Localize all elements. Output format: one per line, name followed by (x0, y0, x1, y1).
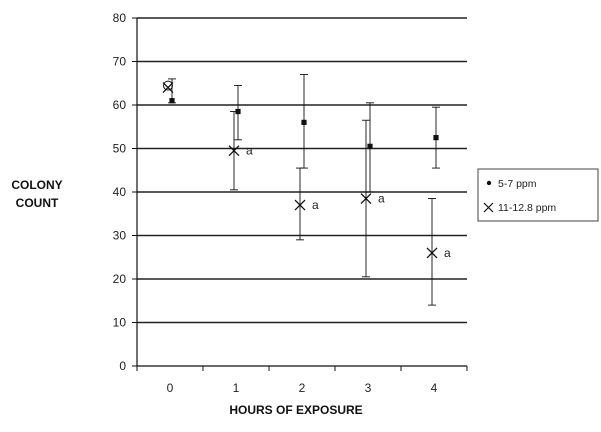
y-tick-label-80: 80 (113, 11, 127, 25)
point-s2-2 (294, 199, 306, 211)
x-tick-label-3: 3 (365, 381, 372, 395)
legend-x-icon (483, 202, 494, 213)
point-s1-0 (169, 98, 175, 104)
y-axis-title-line2: COUNT (16, 196, 59, 210)
gridlines (137, 17, 467, 324)
legend-box (477, 168, 599, 222)
axes: 0 10 20 30 40 50 60 70 80 0 1 2 3 4 (113, 11, 468, 395)
y-tick-label-10: 10 (113, 316, 127, 330)
point-s1-3 (367, 143, 373, 149)
y-tick-label-0: 0 (119, 359, 126, 373)
legend-item-2: 11-12.8 ppm (483, 202, 556, 214)
point-s1-2 (301, 119, 307, 125)
annotations: a a a a (246, 144, 451, 260)
annotation-s2-4: a (444, 246, 451, 260)
legend-label-1: 5-7 ppm (498, 178, 537, 190)
error-bars (168, 74, 440, 306)
point-s2-0-ring (163, 80, 173, 91)
annotation-s2-2: a (312, 198, 319, 212)
legend: 5-7 ppm 11-12.8 ppm (477, 168, 599, 222)
y-tick-label-70: 70 (113, 55, 127, 69)
point-s2-4 (426, 247, 438, 259)
y-axis-title-line1: COLONY (11, 178, 62, 192)
point-s2-0 (162, 82, 174, 94)
point-s1-4 (433, 135, 439, 141)
y-tick-label-40: 40 (113, 185, 127, 199)
x-tick-label-1: 1 (233, 381, 240, 395)
data-points (162, 80, 439, 259)
annotation-s2-3: a (378, 192, 385, 206)
x-tick-label-0: 0 (167, 381, 174, 395)
y-tick-label-50: 50 (113, 142, 127, 156)
point-s1-1 (235, 108, 241, 115)
point-s2-3 (360, 193, 372, 204)
y-tick-label-30: 30 (113, 229, 127, 243)
legend-item-1: 5-7 ppm (486, 178, 537, 190)
annotation-s2-1: a (246, 144, 253, 158)
x-tick-label-4: 4 (431, 381, 438, 395)
point-s2-1 (228, 145, 240, 157)
y-tick-label-20: 20 (113, 272, 127, 286)
x-axis-title: HOURS OF EXPOSURE (229, 403, 362, 417)
legend-dot-icon (486, 180, 492, 186)
y-tick-label-60: 60 (113, 98, 127, 112)
x-tick-label-2: 2 (299, 381, 306, 395)
legend-label-2: 11-12.8 ppm (498, 202, 556, 214)
